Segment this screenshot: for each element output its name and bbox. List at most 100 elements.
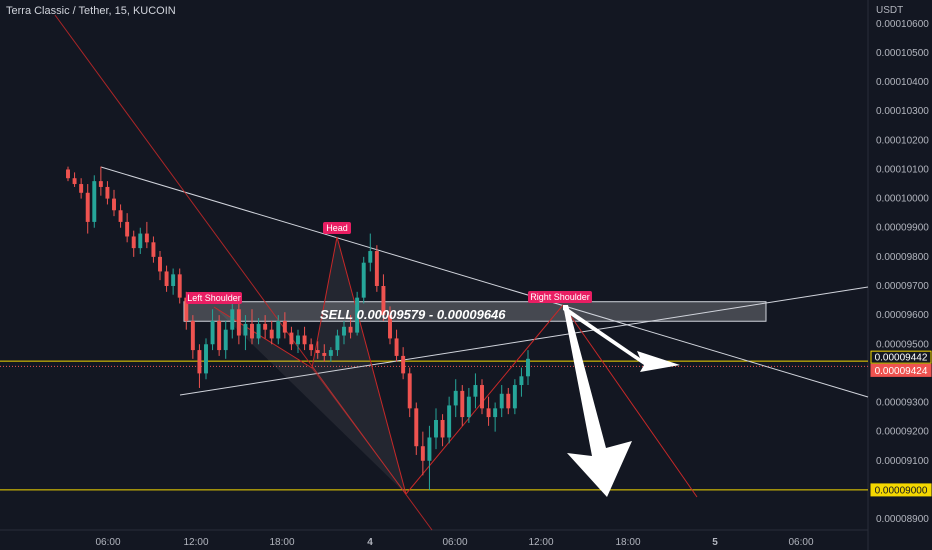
candle-body	[342, 326, 346, 336]
candle	[125, 213, 130, 243]
candle	[440, 414, 445, 447]
price-axis-tick: 0.00010200	[876, 135, 929, 146]
candle	[79, 178, 84, 199]
candle	[361, 256, 366, 304]
candle	[158, 251, 162, 281]
candle	[263, 315, 268, 339]
candle	[177, 268, 182, 304]
candle-body	[374, 251, 379, 286]
candle-body	[401, 355, 406, 374]
candle-body	[447, 405, 452, 438]
candle	[499, 385, 504, 418]
candle	[407, 367, 412, 418]
candle-body	[197, 350, 202, 374]
candle	[282, 312, 287, 339]
candle	[236, 303, 241, 345]
time-axis-tick: 18:00	[615, 537, 640, 548]
candle-body	[388, 315, 392, 339]
candle-body	[394, 338, 399, 356]
candle	[131, 230, 136, 257]
candle	[72, 172, 77, 187]
price-tag-bg	[870, 483, 932, 497]
candle	[85, 184, 90, 234]
price-axis-tick: 0.00009200	[876, 427, 929, 438]
candle-body	[276, 320, 281, 339]
candle-body	[131, 236, 136, 249]
candle-body	[315, 350, 320, 353]
price-axis-tick: 0.00009300	[876, 398, 929, 409]
candle-body	[289, 332, 294, 345]
candle-body	[269, 329, 274, 339]
candle	[144, 221, 149, 249]
time-axis-tick: 06:00	[788, 537, 813, 548]
time-axis-tick: 06:00	[442, 537, 467, 548]
candle	[66, 166, 70, 182]
price-axis-tick: 0.00009100	[876, 456, 929, 467]
candle-body	[480, 385, 484, 409]
pattern-diagonal	[311, 367, 407, 495]
candle	[414, 402, 419, 455]
price-tag-text: 0.00009424	[875, 366, 928, 377]
candle	[486, 396, 491, 426]
time-axis-tick: 5	[712, 537, 718, 548]
candle-body	[204, 344, 208, 374]
candle-body	[72, 178, 77, 185]
candle	[374, 245, 379, 292]
candle-body	[125, 221, 130, 237]
candle	[493, 402, 498, 432]
candle-body	[230, 309, 235, 330]
candle-body	[420, 446, 425, 461]
candle	[302, 326, 307, 351]
pattern-label-bg	[323, 222, 351, 234]
candle	[164, 265, 169, 292]
candle-body	[473, 385, 478, 397]
candle	[460, 385, 465, 426]
candle	[210, 309, 215, 351]
price-axis-tick: 0.00010100	[876, 164, 929, 175]
candle	[171, 268, 176, 295]
chart-title: Terra Classic / Tether, 15, KUCOIN	[6, 5, 176, 17]
candle	[348, 315, 353, 339]
candle-body	[506, 393, 511, 409]
candle	[434, 408, 438, 450]
candle	[328, 347, 333, 362]
time-axis-tick: 06:00	[95, 537, 120, 548]
candle-body	[98, 181, 103, 187]
candle-body	[223, 329, 228, 351]
candle-body	[427, 437, 432, 461]
candle	[223, 320, 228, 359]
candle-body	[453, 390, 458, 406]
price-axis-tick: 0.00009600	[876, 310, 929, 321]
candle-body	[263, 323, 268, 330]
candle	[230, 300, 235, 339]
candle-body	[434, 419, 438, 438]
time-axis-tick: 12:00	[528, 537, 553, 548]
candle	[506, 387, 511, 415]
candle-body	[151, 242, 156, 257]
candle-body	[512, 385, 517, 409]
candle	[519, 367, 524, 397]
pattern-label-bg	[528, 291, 592, 303]
candle-body	[164, 271, 169, 286]
candle-body	[309, 344, 314, 351]
candle-body	[118, 210, 123, 222]
price-axis-tick: 0.00010400	[876, 77, 929, 88]
candle-body	[112, 198, 116, 211]
price-tag-bg	[870, 350, 932, 364]
price-axis-tick: 0.00009800	[876, 252, 929, 263]
candle-body	[460, 390, 465, 418]
candle	[204, 338, 208, 380]
price-axis-tick: 0.00009700	[876, 281, 929, 292]
candle-body	[335, 335, 340, 351]
pattern-outline	[213, 236, 564, 496]
candle-body	[381, 285, 386, 316]
candle-body	[171, 274, 176, 286]
candle-body	[236, 309, 241, 336]
candle-body	[361, 262, 366, 298]
pattern-label-bg	[186, 292, 242, 304]
price-axis-tick: 0.00008900	[876, 514, 929, 525]
candle	[473, 373, 478, 409]
candle	[512, 379, 517, 415]
candle	[447, 396, 452, 444]
